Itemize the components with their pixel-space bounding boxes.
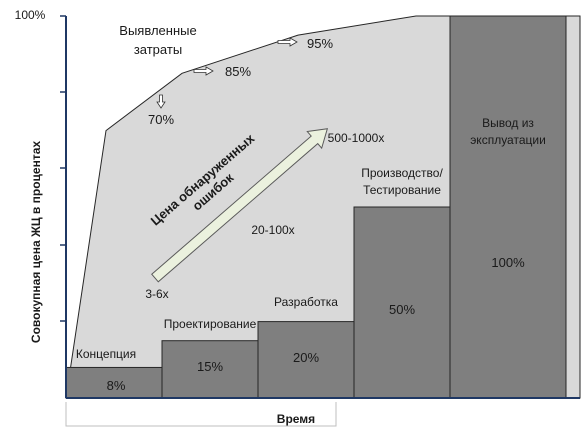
phase-label: Проектирование [164,317,257,331]
x-axis-label: Время [277,412,315,426]
phase-label: Вывод из эксплуатации [470,116,546,147]
committed-annotation-95: 95% [307,36,333,51]
down-arrow-icon [156,94,166,109]
committed-annotation-85: 85% [225,64,251,79]
committed-costs-label: Выявленные затраты [119,23,196,57]
error-cost-arrow [151,128,329,283]
phase-value-label: 15% [197,359,223,374]
y-top-label: 100% [15,8,46,22]
phase-bar [353,206,451,399]
phase-label: Концепция [76,347,136,361]
phase-label: Производство/Тестирование [361,166,443,197]
multiplier-500-1000x: 500-1000x [328,131,385,145]
phase-bar [257,321,355,399]
multiplier-20-100x: 20-100x [251,223,294,237]
right-arrow-icon [277,37,298,47]
phase-bars-layer [65,15,567,399]
right-arrow-icon [193,66,214,76]
phase-value-label: 8% [107,378,126,393]
phase-value-label: 50% [389,302,415,317]
y-axis-label: Совокупная цена ЖЦ в процентах [29,141,43,343]
committed-annotation-70: 70% [148,112,174,127]
diagonal-arrow-icon [151,128,329,283]
phase-label: Разработка [274,295,338,309]
multiplier-3-6x: 3-6x [145,287,168,301]
time-bracket [65,402,337,427]
phase-value-label: 100% [491,255,525,270]
phase-bar [449,15,567,399]
phase-value-label: 20% [293,350,319,365]
